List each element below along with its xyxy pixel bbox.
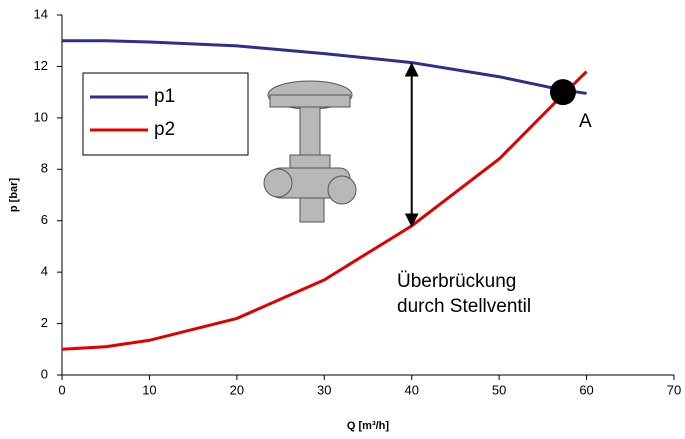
y-tick-label: 10 [34, 109, 48, 124]
series-line [62, 39, 587, 95]
x-tick-label: 20 [230, 382, 244, 397]
y-tick-label: 8 [41, 161, 48, 176]
point [549, 79, 576, 106]
x-tick-label: 50 [492, 382, 506, 397]
x-tick-label: 10 [142, 382, 156, 397]
y-tick-label: 6 [41, 212, 48, 227]
y-axis-label: p [bar] [8, 178, 20, 213]
legend-label: p2 [154, 119, 175, 140]
y-tick-label: 0 [41, 366, 48, 381]
legend-box [82, 72, 249, 156]
x-axis-label: Q [m³/h] [347, 420, 389, 432]
x-tick-label: 70 [667, 382, 681, 397]
point-label: A [579, 111, 592, 132]
y-tick-label: 14 [34, 6, 48, 21]
y-tick-label: 2 [41, 315, 48, 330]
annotation: Überbrückung [397, 271, 516, 292]
annotation: durch Stellventil [397, 296, 531, 317]
x-tick-label: 40 [404, 382, 418, 397]
x-tick-label: 60 [579, 382, 593, 397]
valve-image [263, 80, 357, 223]
y-tick-label: 12 [34, 58, 48, 73]
x-tick-label: 0 [58, 382, 65, 397]
series-line [61, 70, 588, 351]
y-tick-label: 4 [41, 264, 48, 279]
legend-label: p1 [154, 86, 175, 107]
x-tick-label: 30 [317, 382, 331, 397]
